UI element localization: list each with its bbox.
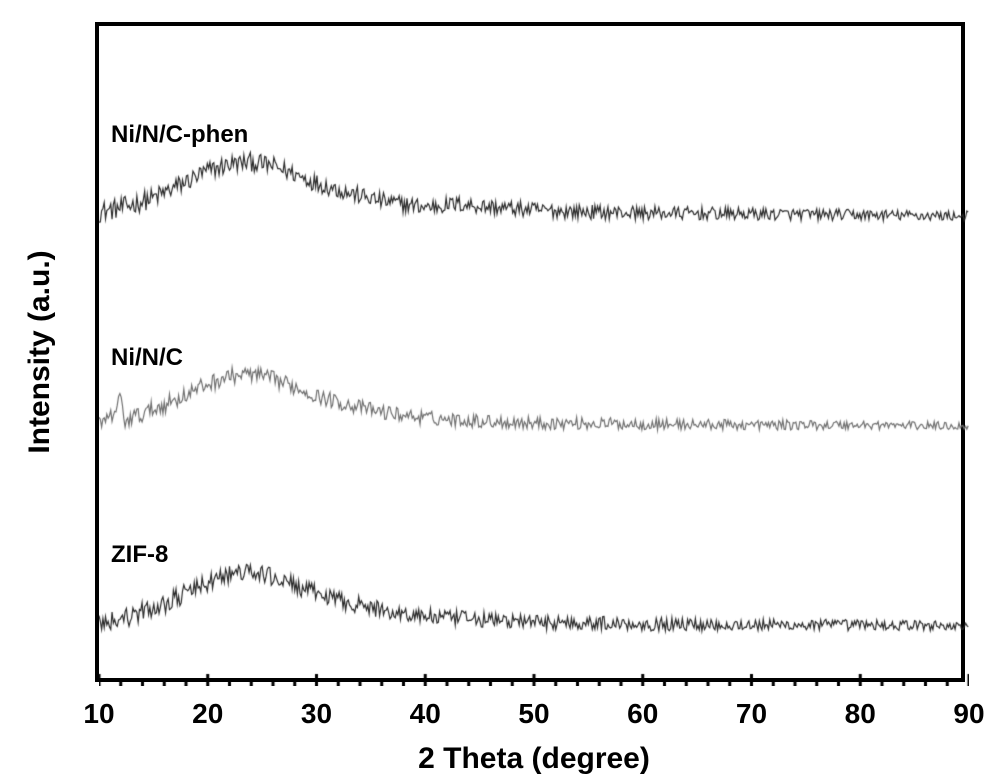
x-tick-label: 10 bbox=[83, 698, 114, 730]
x-tick-label: 20 bbox=[192, 698, 223, 730]
y-axis-label: Intensity (a.u.) bbox=[23, 250, 57, 453]
figure-container: 10 20 30 40 50 60 70 80 90 2 Theta (degree) Inte… bbox=[0, 0, 1000, 779]
x-tick-label: 40 bbox=[410, 698, 441, 730]
x-tick-label: 70 bbox=[736, 698, 767, 730]
x-tick-label: 50 bbox=[518, 698, 549, 730]
x-tick-label: 90 bbox=[953, 698, 984, 730]
x-axis-label: 2 Theta (degree) bbox=[418, 742, 650, 776]
x-tick-label: 80 bbox=[845, 698, 876, 730]
x-tick-label: 60 bbox=[627, 698, 658, 730]
series-label-ni-nc-phen: Ni/N/C-phen bbox=[111, 121, 248, 149]
series-label-zif-8: ZIF-8 bbox=[111, 541, 168, 569]
x-tick-label: 30 bbox=[301, 698, 332, 730]
series-label-ni-nc: Ni/N/C bbox=[111, 344, 183, 372]
